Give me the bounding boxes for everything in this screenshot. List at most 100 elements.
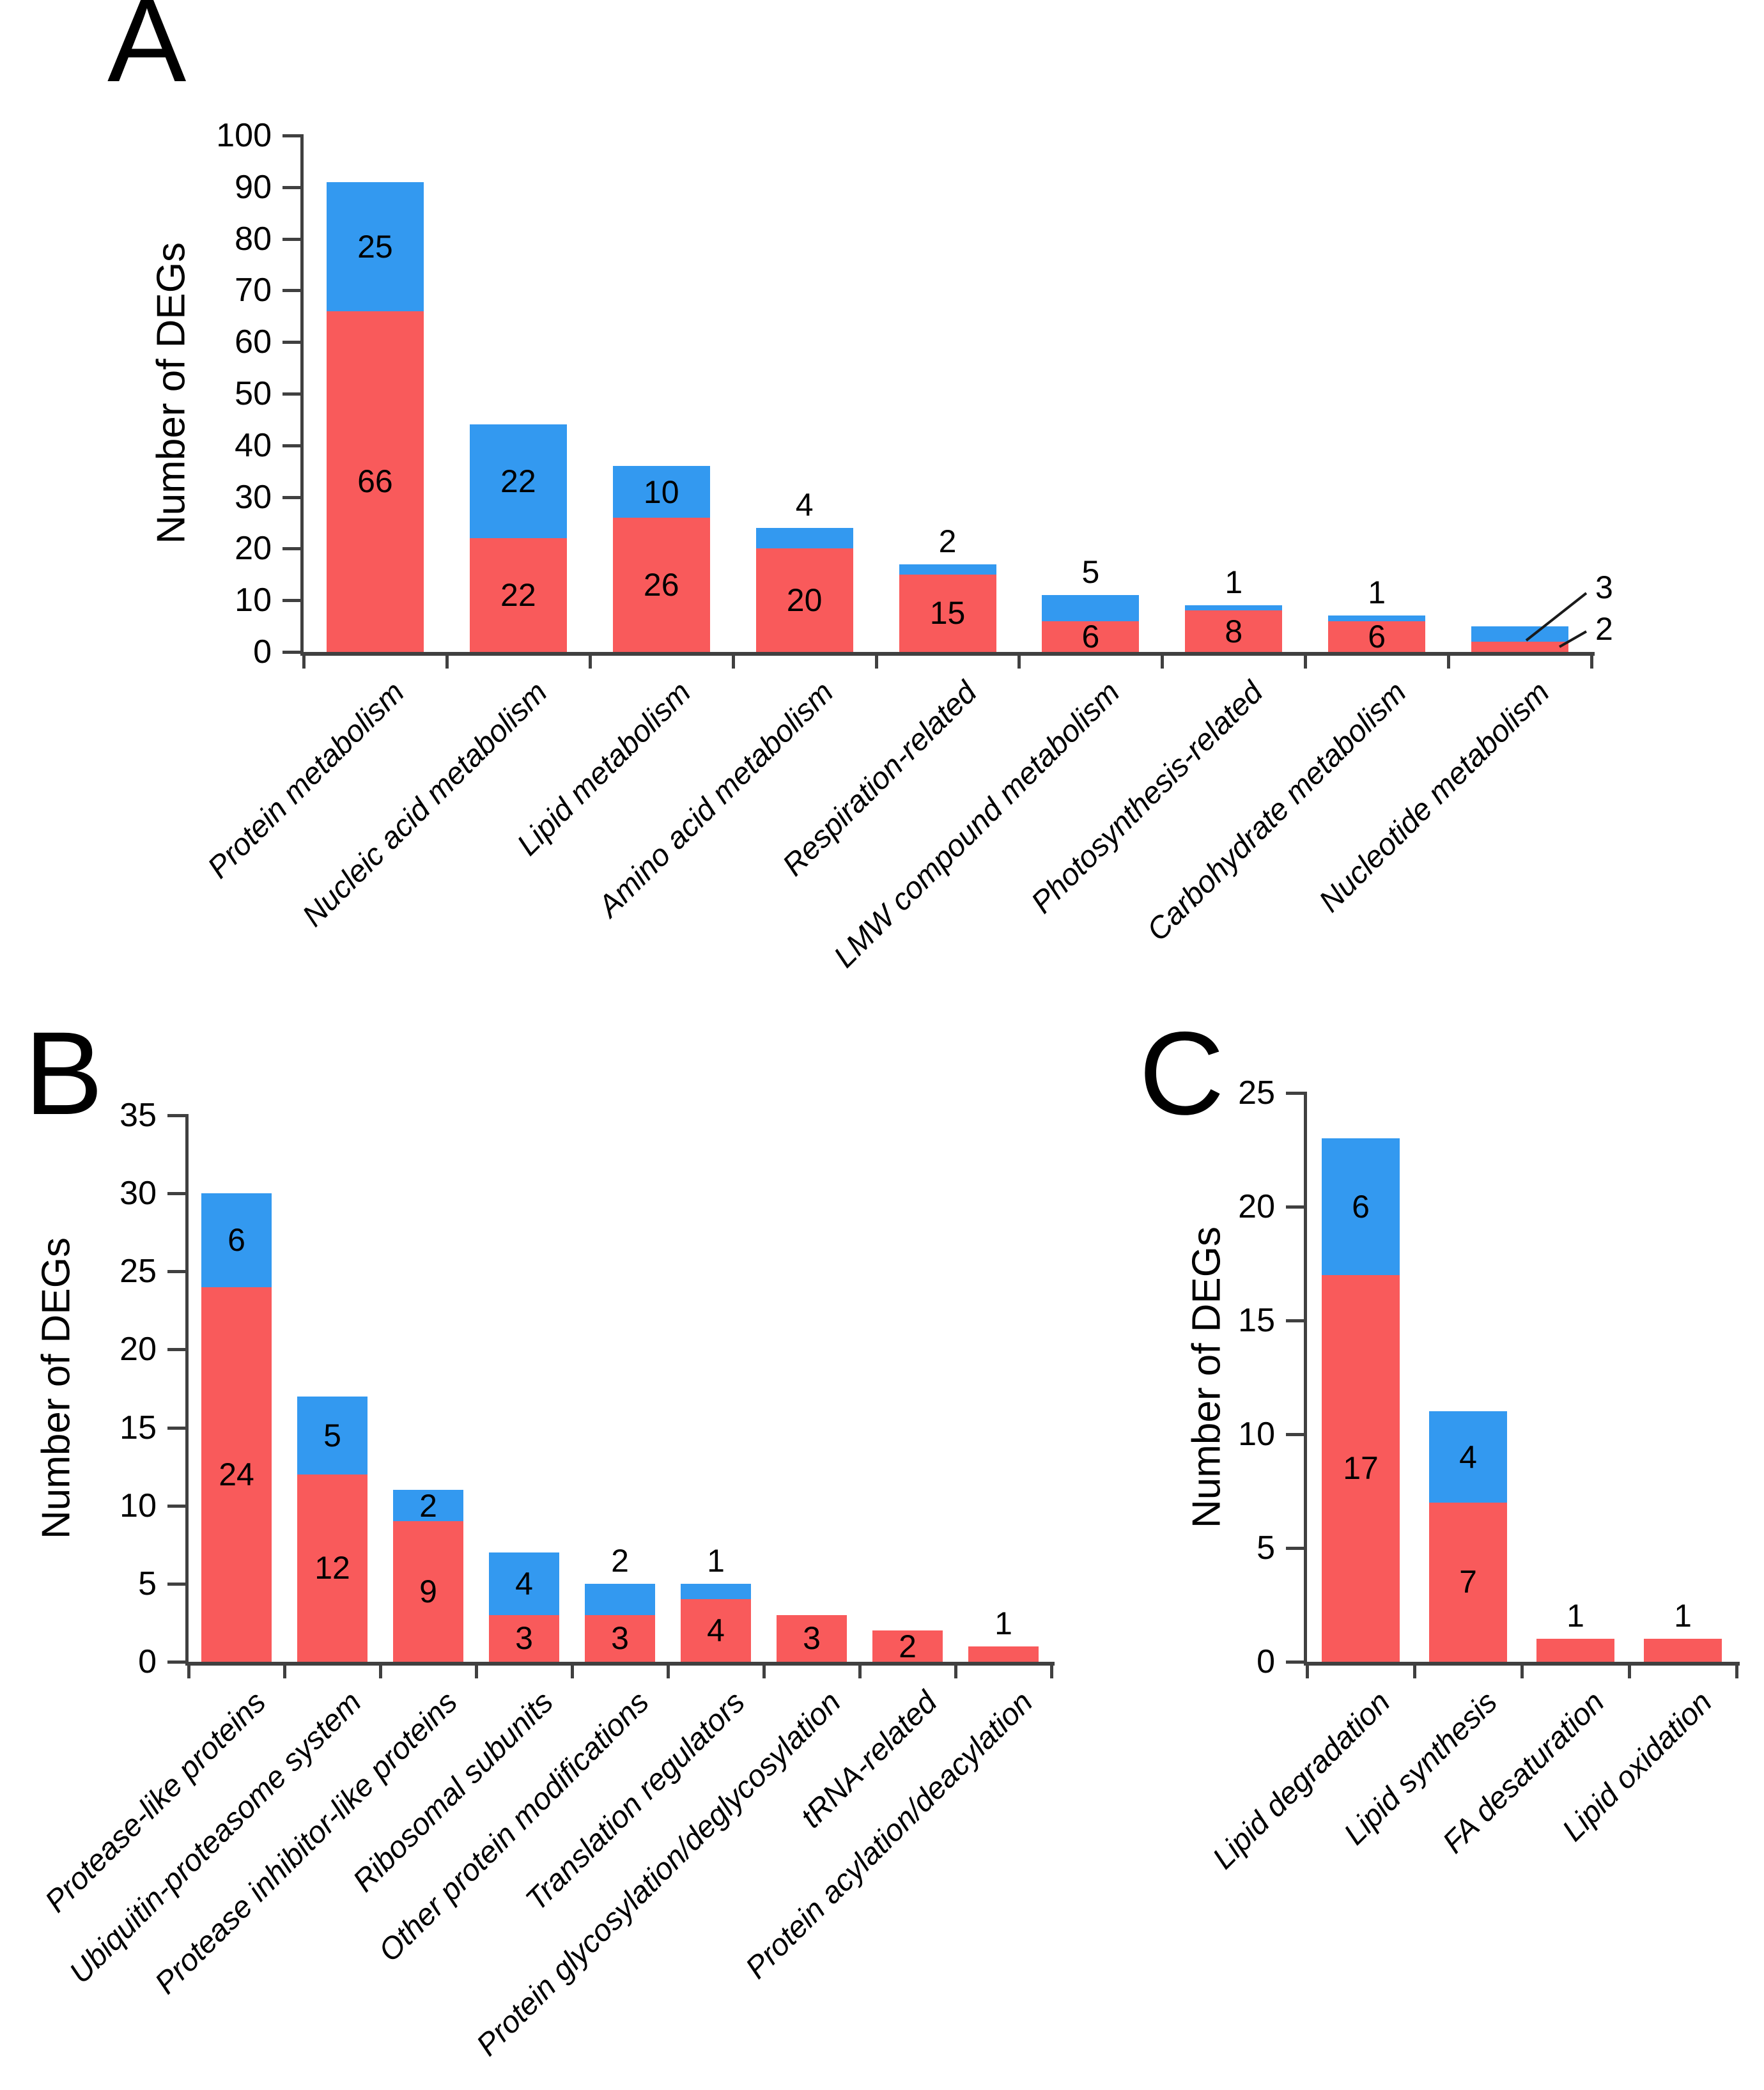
x-axis-tick — [283, 1662, 286, 1678]
x-axis-tick — [1306, 1662, 1309, 1678]
bar-value-label: 2 — [938, 523, 957, 559]
y-axis-tick — [282, 185, 300, 189]
panel-label-a: A — [107, 0, 187, 107]
x-axis-tick — [571, 1662, 574, 1678]
bar-value-label: 1 — [707, 1542, 725, 1579]
x-axis-tick — [1017, 652, 1021, 669]
x-axis-tick — [379, 1662, 382, 1678]
y-axis-tick — [1286, 1092, 1304, 1095]
bar-value-label: 1 — [994, 1605, 1012, 1641]
y-axis-tick — [167, 1192, 185, 1196]
y-axis-tick — [1286, 1433, 1304, 1436]
bar-value-label: 8 — [1225, 613, 1243, 649]
y-tick-label: 70 — [235, 272, 272, 309]
y-tick-label: 5 — [1257, 1529, 1275, 1567]
panel-label-c: C — [1139, 1008, 1225, 1140]
x-axis-tick — [475, 1662, 478, 1678]
bar-value-label: 10 — [643, 474, 679, 510]
y-axis-tick — [167, 1270, 185, 1274]
y-tick-label: 25 — [1238, 1074, 1275, 1111]
bar-red-segment — [585, 1614, 655, 1662]
y-axis-tick — [282, 134, 300, 137]
bar-blue-segment — [469, 424, 567, 539]
x-axis-tick — [445, 652, 449, 669]
bar-red-segment — [1644, 1639, 1722, 1662]
bar-blue-segment — [1429, 1411, 1507, 1503]
category-label: Amino acid metabolism — [592, 675, 840, 924]
bar-blue-segment — [1185, 605, 1283, 611]
bar-red-segment — [201, 1287, 272, 1662]
bar-value-label: 2 — [611, 1542, 629, 1579]
bar-blue-segment — [612, 466, 710, 518]
y-axis-tick — [1286, 1205, 1304, 1209]
x-axis-line — [300, 652, 1595, 656]
bar-value-label: 17 — [1343, 1450, 1379, 1487]
x-axis-tick — [588, 652, 592, 669]
category-label: Nucleic acid metabolism — [296, 675, 555, 934]
y-tick-label: 20 — [1238, 1188, 1275, 1225]
y-tick-label: 90 — [235, 168, 272, 206]
bar-red-segment — [968, 1646, 1039, 1662]
x-axis-tick — [1161, 652, 1164, 669]
bar-value-label: 1 — [1567, 1598, 1584, 1634]
bar-value-label: 6 — [1352, 1189, 1370, 1225]
bar-blue-segment — [585, 1583, 655, 1615]
bar-value-label: 22 — [500, 463, 536, 500]
x-axis-tick — [954, 1662, 957, 1678]
y-tick-label: 15 — [120, 1409, 157, 1446]
x-axis-tick — [874, 652, 878, 669]
bar-blue-segment — [1322, 1138, 1400, 1275]
bar-value-label: 1 — [1225, 564, 1243, 601]
y-tick-label: 10 — [1238, 1416, 1275, 1453]
x-axis-line — [1304, 1662, 1740, 1666]
bar-red-segment — [899, 574, 996, 652]
x-axis-tick — [858, 1662, 862, 1678]
bar-value-label: 24 — [219, 1456, 254, 1492]
bar-value-label: 2 — [899, 1628, 917, 1664]
bar-value-label: 6 — [1368, 618, 1386, 654]
x-axis-tick — [1520, 1662, 1524, 1678]
y-tick-label: 60 — [235, 323, 272, 361]
category-label: Lipid degradation — [1206, 1685, 1397, 1876]
y-axis-tick — [1286, 1660, 1304, 1664]
x-axis-tick — [1050, 1662, 1053, 1678]
x-axis-tick — [302, 652, 306, 669]
y-tick-label: 15 — [1238, 1302, 1275, 1339]
bar-red-segment — [1471, 641, 1569, 652]
x-axis-tick — [731, 652, 735, 669]
y-tick-label: 0 — [138, 1643, 157, 1680]
bar-blue-segment — [1471, 626, 1569, 642]
bar-value-label: 2 — [419, 1487, 437, 1524]
y-tick-label: 80 — [235, 220, 272, 258]
y-tick-label: 100 — [216, 117, 272, 154]
x-axis-tick — [762, 1662, 766, 1678]
bar-value-label: 3 — [611, 1620, 629, 1657]
bar-value-label: 3 — [803, 1620, 821, 1657]
bar-value-label: 9 — [419, 1574, 437, 1610]
bar-value-label: 3 — [515, 1620, 533, 1657]
bar-blue-segment — [899, 564, 996, 575]
y-axis-tick — [282, 237, 300, 241]
bar-value-label: 5 — [323, 1417, 341, 1453]
bar-value-label: 26 — [643, 566, 679, 603]
bar-value-label: 4 — [795, 487, 814, 523]
bar-value-label: 5 — [1081, 554, 1100, 591]
y-axis-tick — [1286, 1547, 1304, 1550]
y-axis-tick — [282, 289, 300, 293]
bar-value-label: 4 — [707, 1613, 725, 1649]
bar-value-label: 20 — [786, 582, 823, 619]
y-tick-label: 20 — [120, 1331, 157, 1368]
bar-blue-segment — [393, 1490, 463, 1522]
y-axis-tick — [167, 1504, 185, 1508]
y-tick-label: 0 — [253, 633, 272, 670]
bar-value-label: 6 — [228, 1222, 245, 1258]
bar-red-segment — [872, 1630, 943, 1662]
y-axis-tick — [282, 651, 300, 654]
bar-blue-segment — [1328, 615, 1426, 621]
category-label: LMW compound metabolism — [828, 675, 1127, 975]
bar-blue-segment — [755, 528, 853, 549]
y-tick-label: 0 — [1257, 1643, 1275, 1680]
bar-value-label: 7 — [1459, 1564, 1477, 1600]
x-axis-tick — [1447, 652, 1451, 669]
